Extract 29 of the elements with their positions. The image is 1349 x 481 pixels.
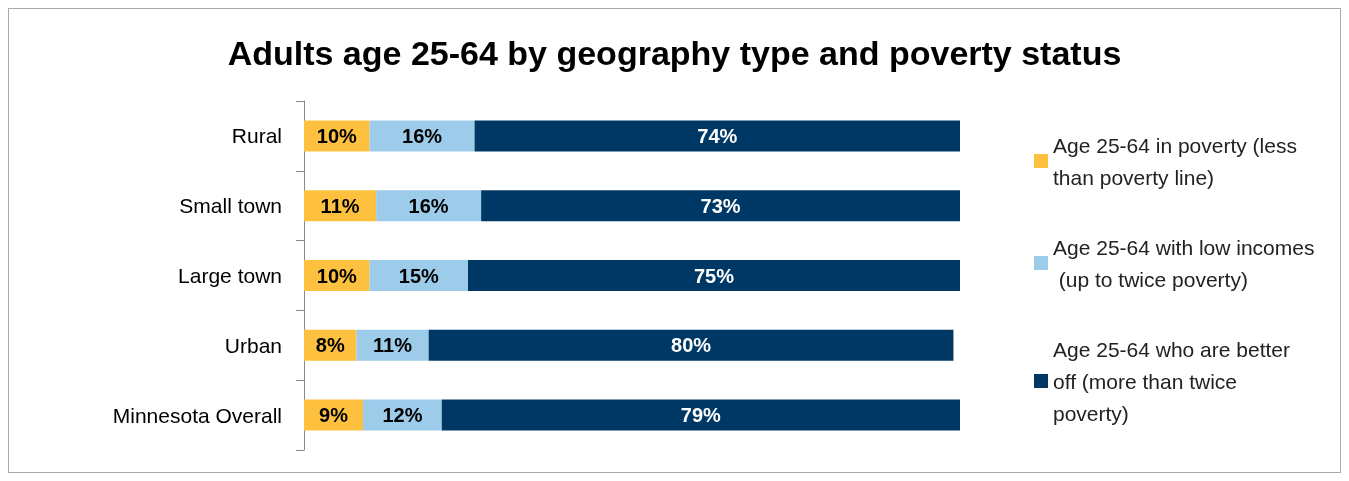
legend-label: Age 25-64 with low incomes (up to twice poverty) xyxy=(1053,235,1315,291)
data-label: 16% xyxy=(402,124,443,147)
data-label: 79% xyxy=(680,404,722,427)
legend-label: Age 25-64 who are better off (more than twice poverty) xyxy=(1053,337,1296,425)
data-label: 11% xyxy=(373,334,413,357)
bar xyxy=(428,329,954,361)
data-label: 74% xyxy=(697,124,738,147)
data-label: 15% xyxy=(398,264,440,287)
y-tick-label: Large town xyxy=(178,264,282,287)
data-label: 80% xyxy=(671,334,712,357)
chart-title: Adults age 25-64 by geography type and poverty status xyxy=(227,34,1122,72)
y-tick-label: Small town xyxy=(179,194,282,218)
data-label: 16% xyxy=(408,194,449,217)
data-label: 10% xyxy=(316,264,358,287)
data-label: 9% xyxy=(319,404,349,427)
data-label: 75% xyxy=(693,264,735,287)
data-label: 11% xyxy=(320,194,360,217)
y-tick-label: Minnesota Overall xyxy=(112,403,282,427)
data-label: 8% xyxy=(315,334,345,357)
legend-label: Age 25-64 in poverty (less than poverty line) xyxy=(1053,133,1303,189)
data-label: 73% xyxy=(700,194,741,217)
data-label: 12% xyxy=(382,404,423,427)
y-tick-label: Rural xyxy=(231,124,282,148)
bar xyxy=(474,120,960,152)
bar xyxy=(468,260,960,291)
bar xyxy=(481,190,960,222)
bar xyxy=(441,399,960,431)
data-label: 10% xyxy=(316,124,358,147)
y-tick-label: Urban xyxy=(224,333,282,357)
